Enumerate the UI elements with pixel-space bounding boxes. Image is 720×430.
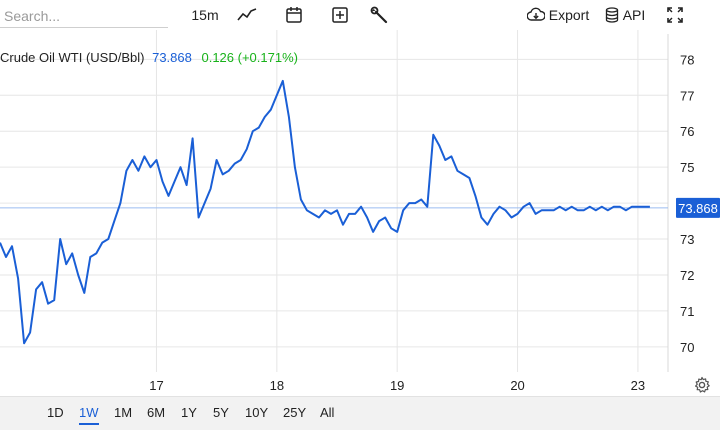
- instrument-name: Crude Oil WTI (USD/Bbl): [0, 50, 145, 65]
- y-tick-label: 75: [680, 160, 694, 175]
- y-tick-label: 73: [680, 232, 694, 247]
- instrument-info: Crude Oil WTI (USD/Bbl) 73.868 0.126 (+0…: [0, 50, 298, 65]
- calendar-button[interactable]: [284, 4, 304, 26]
- line-chart-icon: [237, 8, 257, 21]
- interval-label: 15m: [191, 7, 219, 23]
- chart-type-button[interactable]: [236, 4, 258, 26]
- range-button-1w[interactable]: 1W: [79, 405, 99, 425]
- x-tick-label: 19: [390, 378, 404, 393]
- range-button-1y[interactable]: 1Y: [181, 405, 197, 420]
- export-label: Export: [548, 7, 590, 23]
- price-series-line: [0, 79, 650, 345]
- current-price-badge: [676, 197, 720, 218]
- y-tick-label: 76: [680, 124, 694, 139]
- y-tick-label: 71: [680, 304, 694, 319]
- price-change: 0.126 (+0.171%): [201, 50, 298, 65]
- x-tick-label: 17: [149, 378, 163, 393]
- plus-square-icon: [332, 7, 348, 23]
- y-tick-label: 70: [680, 340, 694, 355]
- x-tick-label: 23: [631, 378, 645, 393]
- toolbar: 15m Export: [0, 0, 720, 34]
- search-input[interactable]: [0, 4, 168, 28]
- database-icon: [605, 7, 618, 23]
- cloud-download-icon: [526, 7, 545, 21]
- range-button-25y[interactable]: 25Y: [283, 405, 307, 420]
- current-price-label: 73.868: [678, 201, 718, 216]
- add-indicator-button[interactable]: [330, 4, 350, 26]
- range-button-all[interactable]: All: [320, 405, 335, 420]
- range-button-1d[interactable]: 1D: [47, 405, 64, 420]
- x-tick-label: 20: [510, 378, 524, 393]
- range-button-1m[interactable]: 1M: [114, 405, 133, 420]
- range-button-10y[interactable]: 10Y: [245, 405, 269, 420]
- y-tick-label: 78: [680, 52, 694, 67]
- interval-button[interactable]: 15m: [190, 4, 220, 26]
- tools-button[interactable]: [368, 4, 390, 26]
- export-button[interactable]: Export: [526, 4, 590, 26]
- range-button-5y[interactable]: 5Y: [213, 405, 229, 420]
- fullscreen-button[interactable]: [664, 4, 686, 26]
- wrench-icon: [370, 6, 388, 24]
- fullscreen-icon: [667, 7, 683, 23]
- y-tick-label: 77: [680, 88, 694, 103]
- api-button[interactable]: API: [604, 4, 646, 26]
- api-label: API: [622, 7, 646, 23]
- x-tick-label: 18: [270, 378, 284, 393]
- y-tick-label: 72: [680, 268, 694, 283]
- price-chart[interactable]: 707172737475767778171819202373.868: [0, 0, 720, 396]
- last-price: 73.868: [152, 50, 192, 65]
- calendar-icon: [286, 7, 302, 23]
- range-selector: 1D 1W 1M 6M 1Y 5Y 10Y 25Y All: [0, 396, 720, 430]
- gear-icon[interactable]: [693, 376, 711, 394]
- range-button-6m[interactable]: 6M: [147, 405, 166, 420]
